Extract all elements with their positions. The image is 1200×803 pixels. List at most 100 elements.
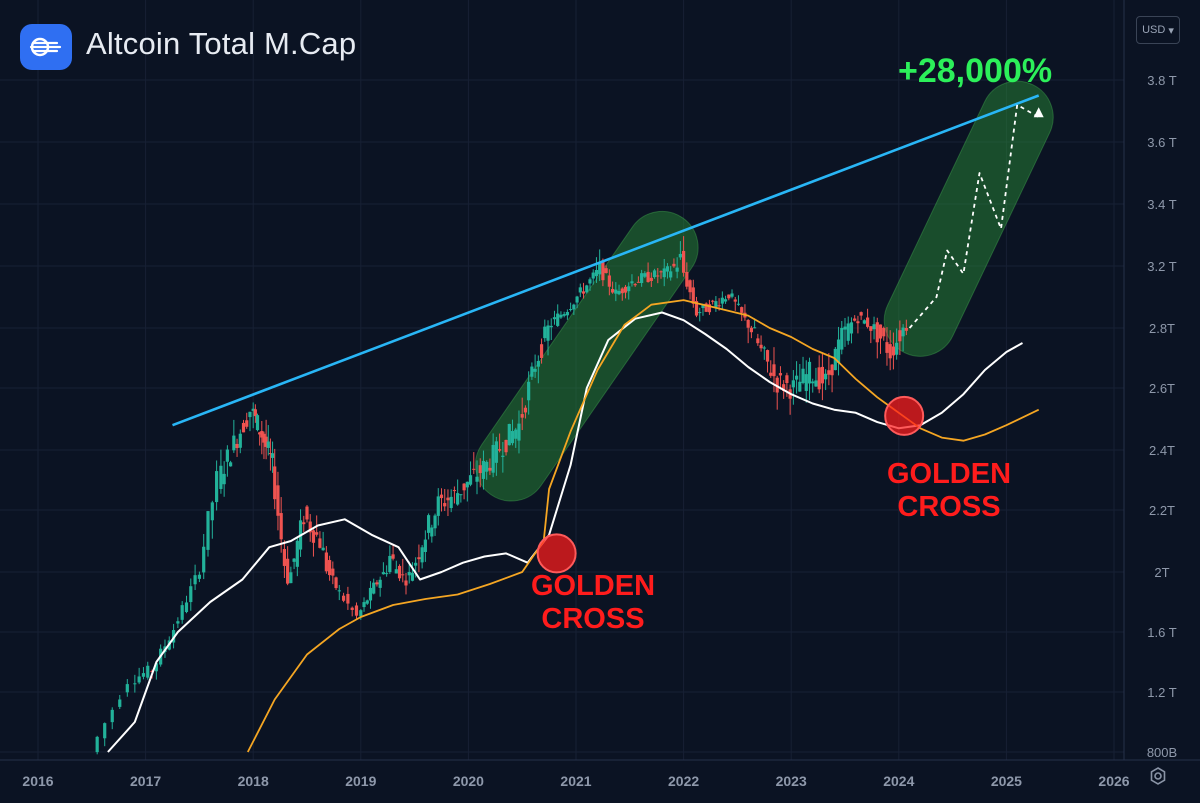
candle-body <box>176 621 180 624</box>
candle-body <box>331 568 335 576</box>
candle-body <box>882 327 886 337</box>
candle-body <box>391 554 395 559</box>
y-tick-label: 3.8 T <box>1147 73 1176 88</box>
candle-body <box>756 338 760 344</box>
candle-body <box>765 350 770 362</box>
candle-body <box>324 552 328 572</box>
candle-body <box>268 453 273 455</box>
candle-body <box>308 521 312 533</box>
candle-body <box>507 423 511 446</box>
projection-path <box>908 103 1040 329</box>
candle-body <box>118 699 122 707</box>
candle-body <box>753 327 757 329</box>
y-tick-label: 3.6 T <box>1147 135 1176 150</box>
candle-body <box>423 539 427 552</box>
candle-body <box>327 560 332 576</box>
candle-body <box>701 304 705 309</box>
candle-body <box>452 490 457 492</box>
candle-body <box>229 462 233 467</box>
candle-body <box>730 293 734 297</box>
candle-body <box>617 290 621 295</box>
candle-body <box>549 325 553 328</box>
candle-body <box>591 272 595 279</box>
candle-body <box>885 342 889 353</box>
grid-lines <box>0 0 1200 761</box>
candle-body <box>103 723 107 739</box>
projection-arrowhead <box>1033 107 1044 118</box>
candle-body <box>824 373 828 380</box>
candle-body <box>572 304 576 310</box>
candle-body <box>665 266 670 272</box>
golden-cross-label-1-line2: CROSS <box>541 603 645 636</box>
candle-body <box>775 377 779 393</box>
candle-body <box>260 431 264 438</box>
gear-icon[interactable] <box>1148 766 1168 786</box>
x-tick-label: 2026 <box>1098 773 1129 789</box>
candle-body <box>707 304 712 313</box>
candle-body <box>714 301 718 308</box>
candle-body <box>292 558 296 562</box>
candle-body <box>523 407 528 413</box>
candle-body <box>601 260 605 281</box>
candle-body <box>146 665 150 678</box>
candle-body <box>843 326 847 330</box>
candle-body <box>334 577 338 589</box>
candle-body <box>245 420 249 427</box>
candle-body <box>723 299 728 302</box>
x-tick-label: 2025 <box>991 773 1022 789</box>
trendline <box>172 94 1040 427</box>
candle-body <box>856 321 860 324</box>
candle-body <box>888 344 892 359</box>
x-tick-label: 2022 <box>668 773 699 789</box>
candle-body <box>578 287 582 293</box>
y-tick-label: 2.2T <box>1149 503 1175 518</box>
candle-body <box>488 467 492 471</box>
candle-body <box>633 284 637 286</box>
candle-body <box>264 436 268 447</box>
candle-body <box>604 268 608 274</box>
y-tick-label: 3.4 T <box>1147 197 1176 212</box>
candle-body <box>872 324 876 330</box>
candle-body <box>238 433 242 448</box>
candle-body <box>539 344 544 358</box>
candle-body <box>711 300 715 302</box>
candle-body <box>530 366 534 377</box>
candle-body <box>575 296 579 303</box>
candle-body <box>378 579 382 588</box>
candle-body <box>669 271 673 278</box>
candle-body <box>678 253 682 258</box>
candle-body <box>276 485 280 516</box>
candle-body <box>685 271 689 287</box>
signal-lines-icon <box>20 24 72 70</box>
candle-body <box>733 299 737 302</box>
golden-cross-marker-1 <box>536 533 577 574</box>
candle-body <box>346 593 350 604</box>
chevron-down-icon: ▾ <box>1168 24 1174 37</box>
candle-body <box>620 288 624 294</box>
candle-body <box>210 502 214 521</box>
candle-body <box>154 663 158 672</box>
currency-selector[interactable]: USD ▾ <box>1136 16 1180 44</box>
candle-body <box>241 422 246 433</box>
candle-body <box>475 476 479 482</box>
chart-title: Altcoin Total M.Cap <box>86 26 357 61</box>
candle-body <box>262 433 266 443</box>
candle-body <box>219 465 223 489</box>
candle-body <box>251 408 255 411</box>
candle-body <box>282 549 287 566</box>
candle-body <box>465 481 469 488</box>
candle-body <box>543 326 547 339</box>
candle-body <box>740 307 744 313</box>
candle-body <box>232 435 236 451</box>
candle-body <box>827 370 831 375</box>
candle-body <box>514 429 518 439</box>
candle-body <box>459 494 463 496</box>
highlight-channels <box>474 80 1054 502</box>
candle-body <box>510 431 515 444</box>
candle-body <box>462 483 466 491</box>
candle-body <box>270 453 275 458</box>
y-tick-label: 2.8T <box>1149 321 1175 336</box>
candle-body <box>527 381 531 401</box>
candle-body <box>804 374 808 391</box>
